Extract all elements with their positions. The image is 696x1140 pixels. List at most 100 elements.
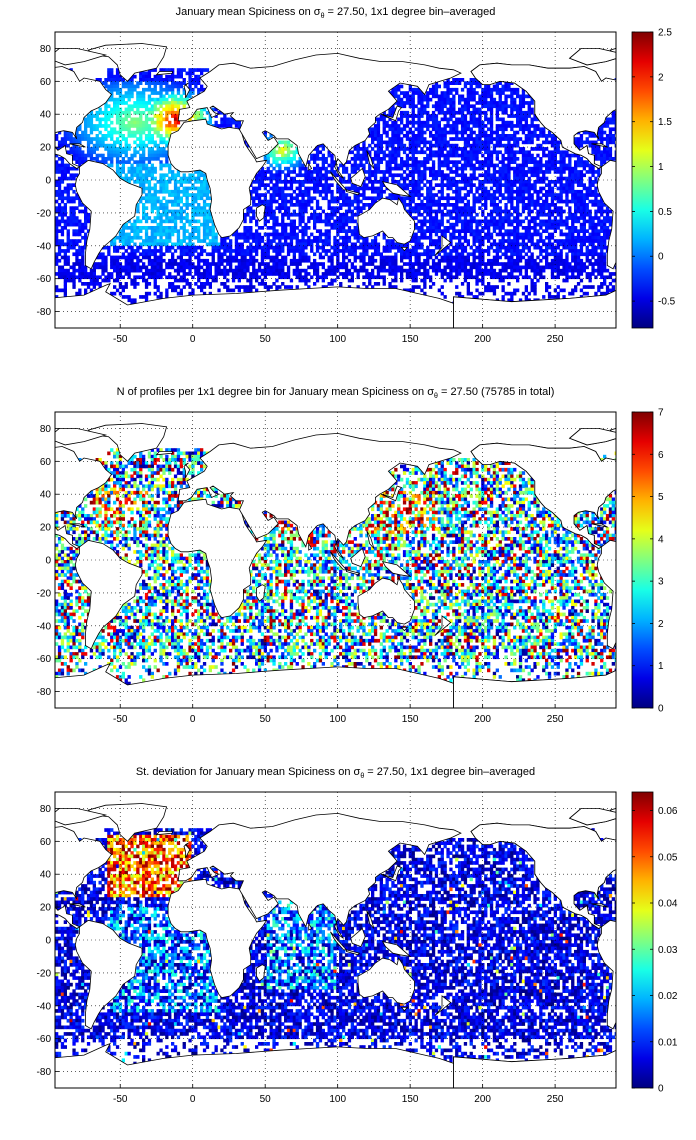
data-cell — [205, 120, 210, 125]
data-cell — [417, 183, 421, 187]
data-cell — [307, 180, 311, 184]
data-cell — [426, 180, 430, 184]
data-cell — [504, 163, 508, 168]
data-cell — [75, 216, 79, 220]
data-cell — [78, 219, 82, 224]
data-cell — [159, 74, 163, 79]
data-cell — [460, 150, 465, 155]
data-cell — [78, 249, 82, 253]
data-cell — [614, 153, 616, 158]
data-cell — [310, 157, 314, 161]
data-cell — [521, 127, 526, 132]
data-cell — [281, 216, 285, 220]
data-cell — [455, 209, 459, 214]
data-cell — [405, 176, 410, 181]
data-cell — [495, 124, 499, 128]
data-cell — [603, 147, 607, 151]
data-cell — [101, 143, 105, 148]
data-cell — [205, 193, 210, 197]
data-cell — [153, 183, 157, 187]
data-cell — [133, 219, 137, 224]
data-cell — [603, 235, 607, 240]
data-cell — [144, 81, 149, 85]
data-cell — [484, 143, 488, 148]
data-cell — [472, 107, 476, 112]
data-cell — [295, 150, 299, 155]
data-cell — [539, 180, 543, 184]
data-cell — [115, 68, 120, 72]
data-cell — [130, 107, 134, 112]
data-cell — [510, 153, 514, 158]
data-cell — [104, 124, 108, 128]
data-cell — [153, 107, 157, 112]
data-cell — [139, 176, 143, 181]
data-cell — [81, 209, 85, 214]
data-cell — [469, 114, 473, 118]
data-cell — [63, 212, 67, 217]
data-cell — [292, 203, 296, 207]
data-cell — [63, 242, 67, 247]
data-cell — [547, 150, 552, 155]
data-cell — [452, 189, 456, 194]
data-cell — [229, 239, 233, 243]
data-cell — [121, 170, 125, 174]
data-cell — [173, 212, 178, 217]
data-cell — [200, 170, 204, 174]
data-cell — [286, 222, 291, 227]
data-cell — [318, 193, 323, 197]
data-cell — [66, 235, 70, 240]
data-cell — [118, 235, 123, 240]
data-cell — [205, 235, 210, 240]
data-cell — [289, 229, 294, 233]
data-cell — [426, 219, 430, 224]
data-cell — [521, 235, 526, 240]
data-cell — [368, 127, 372, 132]
data-cell — [202, 203, 207, 207]
data-cell — [197, 189, 201, 194]
data-cell — [330, 209, 334, 214]
data-cell — [200, 114, 204, 118]
data-cell — [376, 232, 381, 237]
data-cell — [72, 196, 76, 201]
data-cell — [452, 147, 456, 151]
data-cell — [176, 127, 181, 132]
data-cell — [449, 150, 453, 155]
data-cell — [417, 186, 421, 191]
data-cell — [356, 166, 360, 171]
data-cell — [171, 232, 175, 237]
data-cell — [542, 176, 546, 181]
data-cell — [518, 242, 523, 247]
data-cell — [315, 173, 320, 178]
data-cell — [75, 196, 79, 201]
data-cell — [318, 235, 323, 240]
data-cell — [536, 216, 540, 220]
data-cell — [443, 160, 447, 164]
data-cell — [118, 87, 123, 92]
data-cell — [295, 226, 299, 230]
data-cell — [501, 193, 505, 197]
data-cell — [278, 157, 282, 161]
data-cell — [344, 249, 349, 253]
data-cell — [330, 199, 334, 204]
data-cell — [530, 203, 534, 207]
data-cell — [518, 117, 523, 122]
data-cell — [278, 163, 282, 168]
data-cell — [162, 94, 166, 99]
data-cell — [518, 107, 523, 112]
data-cell — [263, 199, 267, 204]
data-cell — [446, 173, 450, 178]
data-cell — [344, 212, 349, 217]
data-cell — [72, 189, 76, 194]
data-cell — [397, 183, 401, 187]
data-cell — [431, 153, 436, 158]
data-cell — [469, 180, 473, 184]
data-cell — [188, 249, 192, 253]
data-cell — [539, 209, 543, 214]
data-cell — [571, 242, 575, 247]
data-cell — [423, 232, 427, 237]
data-cell — [339, 229, 343, 233]
data-cell — [86, 212, 91, 217]
title-text-before: January mean Spiciness on — [175, 6, 314, 18]
data-cell — [115, 117, 120, 122]
data-cell — [301, 216, 305, 220]
